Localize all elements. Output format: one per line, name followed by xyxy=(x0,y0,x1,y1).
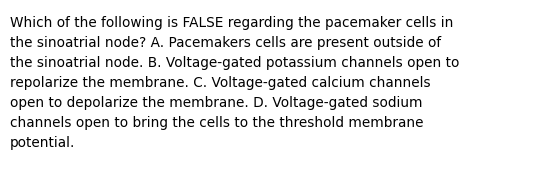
Text: Which of the following is FALSE regarding the pacemaker cells in
the sinoatrial : Which of the following is FALSE regardin… xyxy=(10,16,459,150)
